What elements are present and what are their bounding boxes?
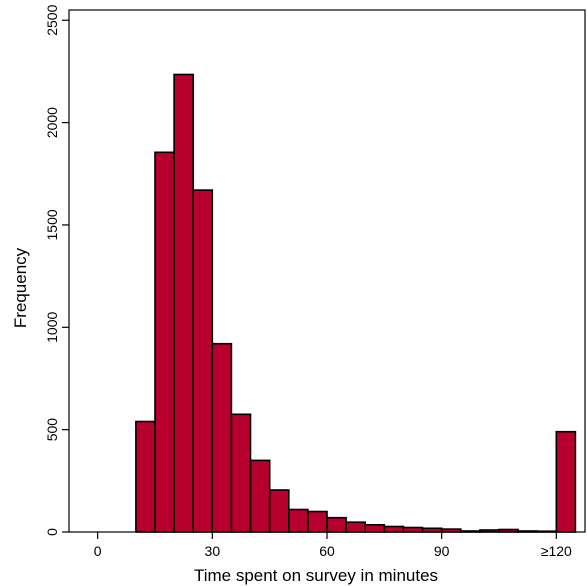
y-axis-title: Frequency [11, 247, 30, 328]
histogram-bar-8 [287, 508, 309, 533]
histogram-bar-1 [154, 151, 175, 533]
y-tick-label-5: 2500 [44, 4, 60, 35]
histogram-bar-2 [173, 73, 195, 533]
x-tick-label-2: 60 [319, 543, 335, 559]
bars-group [135, 73, 577, 533]
histogram-bar-7 [268, 489, 290, 533]
y-tick-label-3: 1500 [44, 209, 60, 240]
y-axis: 0 500 1000 1500 2000 2500 [44, 4, 69, 536]
histogram-bar-14 [402, 526, 424, 533]
histogram-bar-21 [536, 530, 558, 533]
x-tick-label-4: ≥120 [541, 543, 572, 559]
histogram-bar-0 [135, 420, 156, 533]
x-tick-label-0: 0 [94, 543, 102, 559]
histogram-bar-13 [383, 525, 405, 533]
x-axis: 0 30 60 90 ≥120 [94, 532, 572, 559]
histogram-bar-12 [364, 523, 386, 533]
histogram-bar-18 [479, 529, 500, 533]
x-tick-label-3: 90 [434, 543, 450, 559]
histogram-bar-3 [192, 189, 214, 533]
y-tick-label-0: 0 [44, 528, 60, 536]
histogram-bar-17 [459, 530, 481, 533]
y-tick-label-4: 2000 [44, 107, 60, 138]
histogram-bar-11 [345, 521, 367, 533]
histogram-bar-20 [517, 530, 538, 533]
histogram-bar-4 [211, 342, 233, 533]
histogram-bar-22 [555, 430, 577, 533]
histogram-bar-16 [440, 528, 462, 533]
x-axis-title: Time spent on survey in minutes [194, 566, 438, 585]
histogram-bar-15 [421, 527, 443, 533]
histogram-bar-9 [307, 510, 328, 533]
histogram-bar-6 [249, 459, 271, 533]
x-tick-label-1: 30 [205, 543, 221, 559]
y-tick-label-2: 1000 [44, 312, 60, 343]
histogram-bar-10 [326, 516, 347, 533]
y-tick-label-1: 500 [44, 418, 60, 442]
histogram-bar-5 [230, 413, 252, 533]
histogram-bar-19 [498, 528, 519, 533]
